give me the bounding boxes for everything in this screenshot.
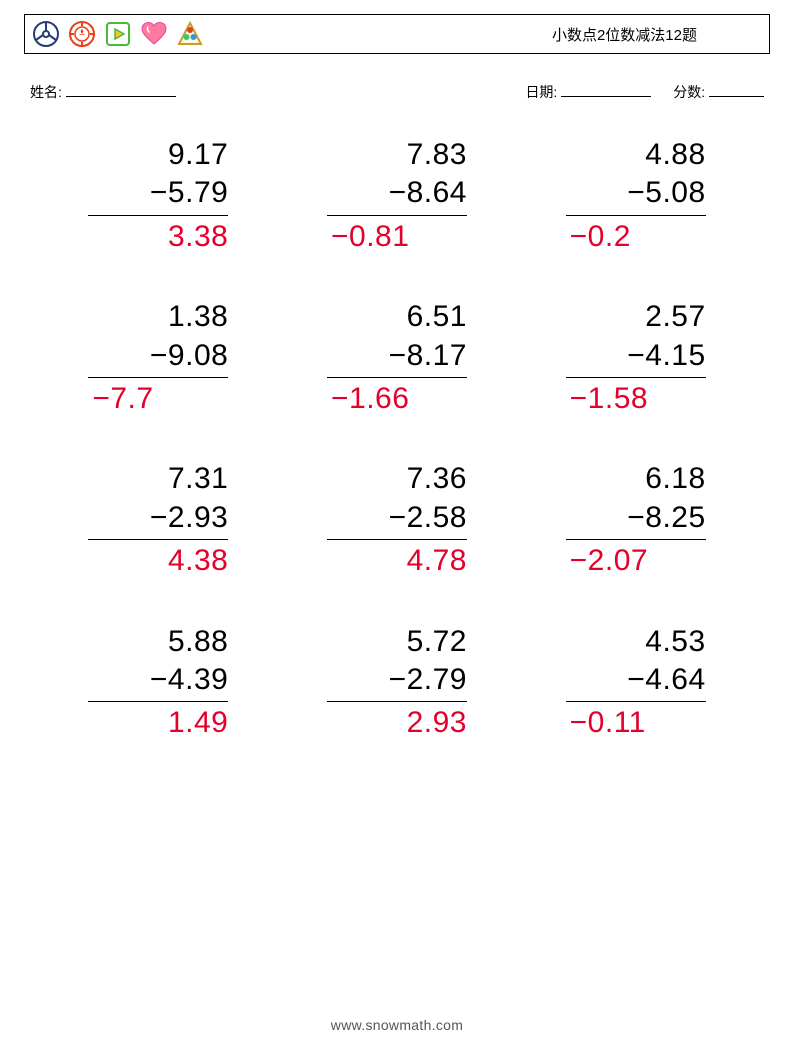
minuend: 4.53 bbox=[566, 623, 706, 661]
subtrahend: −2.79 bbox=[327, 661, 467, 699]
answer: 1.49 bbox=[88, 704, 228, 742]
minuend: 6.18 bbox=[566, 460, 706, 498]
problem-6: 2.57−4.15 −1.58 bbox=[566, 298, 706, 418]
subtrahend: −8.25 bbox=[566, 499, 706, 537]
problem-11: 5.72−2.79 2.93 bbox=[327, 623, 467, 743]
heart-icon bbox=[139, 19, 169, 49]
answer: 4.78 bbox=[327, 542, 467, 580]
problem-3: 4.88−5.08 −0.2 bbox=[566, 136, 706, 256]
minuend: 7.31 bbox=[88, 460, 228, 498]
answer: 2.93 bbox=[327, 704, 467, 742]
answer: −2.07 bbox=[566, 542, 706, 580]
worksheet-page: 小数点2位数减法12题 姓名: 日期: 分数: 9.17−5.79 3.38 7.8… bbox=[0, 0, 794, 1053]
answer: −0.81 bbox=[327, 218, 467, 256]
name-field: 姓名: bbox=[30, 82, 176, 102]
answer: −1.58 bbox=[566, 380, 706, 418]
problem-5: 6.51−8.17 −1.66 bbox=[327, 298, 467, 418]
score-field: 分数: bbox=[673, 82, 764, 102]
minuend: 2.57 bbox=[566, 298, 706, 336]
rule-line: 3.38 bbox=[88, 215, 228, 256]
date-label: 日期: bbox=[525, 84, 557, 100]
problem-10: 5.88−4.39 1.49 bbox=[88, 623, 228, 743]
subtrahend: −4.64 bbox=[566, 661, 706, 699]
date-blank[interactable] bbox=[561, 82, 651, 97]
subtrahend: −2.93 bbox=[88, 499, 228, 537]
rule-line: 2.93 bbox=[327, 701, 467, 742]
subtrahend: −4.39 bbox=[88, 661, 228, 699]
problem-1: 9.17−5.79 3.38 bbox=[88, 136, 228, 256]
rule-line: −1.58 bbox=[566, 377, 706, 418]
minuend: 4.88 bbox=[566, 136, 706, 174]
rule-line: −0.2 bbox=[566, 215, 706, 256]
chip-icon bbox=[67, 19, 97, 49]
name-label: 姓名: bbox=[30, 84, 62, 100]
problems-grid: 9.17−5.79 3.38 7.83−8.64 −0.81 4.88−5.08 −0.2… bbox=[24, 136, 770, 743]
footer-url: www.snowmath.com bbox=[0, 1017, 794, 1033]
name-blank[interactable] bbox=[66, 82, 176, 97]
minuend: 6.51 bbox=[327, 298, 467, 336]
answer: −1.66 bbox=[327, 380, 467, 418]
subtrahend: −9.08 bbox=[88, 337, 228, 375]
rule-line: 4.78 bbox=[327, 539, 467, 580]
answer: 3.38 bbox=[88, 218, 228, 256]
problem-12: 4.53−4.64 −0.11 bbox=[566, 623, 706, 743]
minuend: 5.72 bbox=[327, 623, 467, 661]
rule-line: 1.49 bbox=[88, 701, 228, 742]
problem-8: 7.36−2.58 4.78 bbox=[327, 460, 467, 580]
rule-line: −0.11 bbox=[566, 701, 706, 742]
rule-line: −2.07 bbox=[566, 539, 706, 580]
wheel-icon bbox=[31, 19, 61, 49]
rule-line: 4.38 bbox=[88, 539, 228, 580]
balls-icon bbox=[175, 19, 205, 49]
worksheet-title: 小数点2位数减法12题 bbox=[552, 24, 757, 45]
problem-7: 7.31−2.93 4.38 bbox=[88, 460, 228, 580]
rule-line: −1.66 bbox=[327, 377, 467, 418]
answer: −7.7 bbox=[88, 380, 228, 418]
date-field: 日期: bbox=[525, 82, 651, 102]
answer: 4.38 bbox=[88, 542, 228, 580]
minuend: 1.38 bbox=[88, 298, 228, 336]
play-icon bbox=[103, 19, 133, 49]
score-label: 分数: bbox=[673, 84, 705, 100]
subtrahend: −8.17 bbox=[327, 337, 467, 375]
answer: −0.11 bbox=[566, 704, 706, 742]
subtrahend: −5.79 bbox=[88, 174, 228, 212]
minuend: 9.17 bbox=[88, 136, 228, 174]
score-blank[interactable] bbox=[709, 82, 764, 97]
meta-row: 姓名: 日期: 分数: bbox=[24, 54, 770, 102]
subtrahend: −4.15 bbox=[566, 337, 706, 375]
minuend: 5.88 bbox=[88, 623, 228, 661]
problem-9: 6.18−8.25 −2.07 bbox=[566, 460, 706, 580]
subtrahend: −5.08 bbox=[566, 174, 706, 212]
problem-2: 7.83−8.64 −0.81 bbox=[327, 136, 467, 256]
header-icons bbox=[31, 19, 205, 49]
header-box: 小数点2位数减法12题 bbox=[24, 14, 770, 54]
minuend: 7.36 bbox=[327, 460, 467, 498]
rule-line: −0.81 bbox=[327, 215, 467, 256]
problem-4: 1.38−9.08 −7.7 bbox=[88, 298, 228, 418]
answer: −0.2 bbox=[566, 218, 706, 256]
minuend: 7.83 bbox=[327, 136, 467, 174]
rule-line: −7.7 bbox=[88, 377, 228, 418]
subtrahend: −8.64 bbox=[327, 174, 467, 212]
subtrahend: −2.58 bbox=[327, 499, 467, 537]
